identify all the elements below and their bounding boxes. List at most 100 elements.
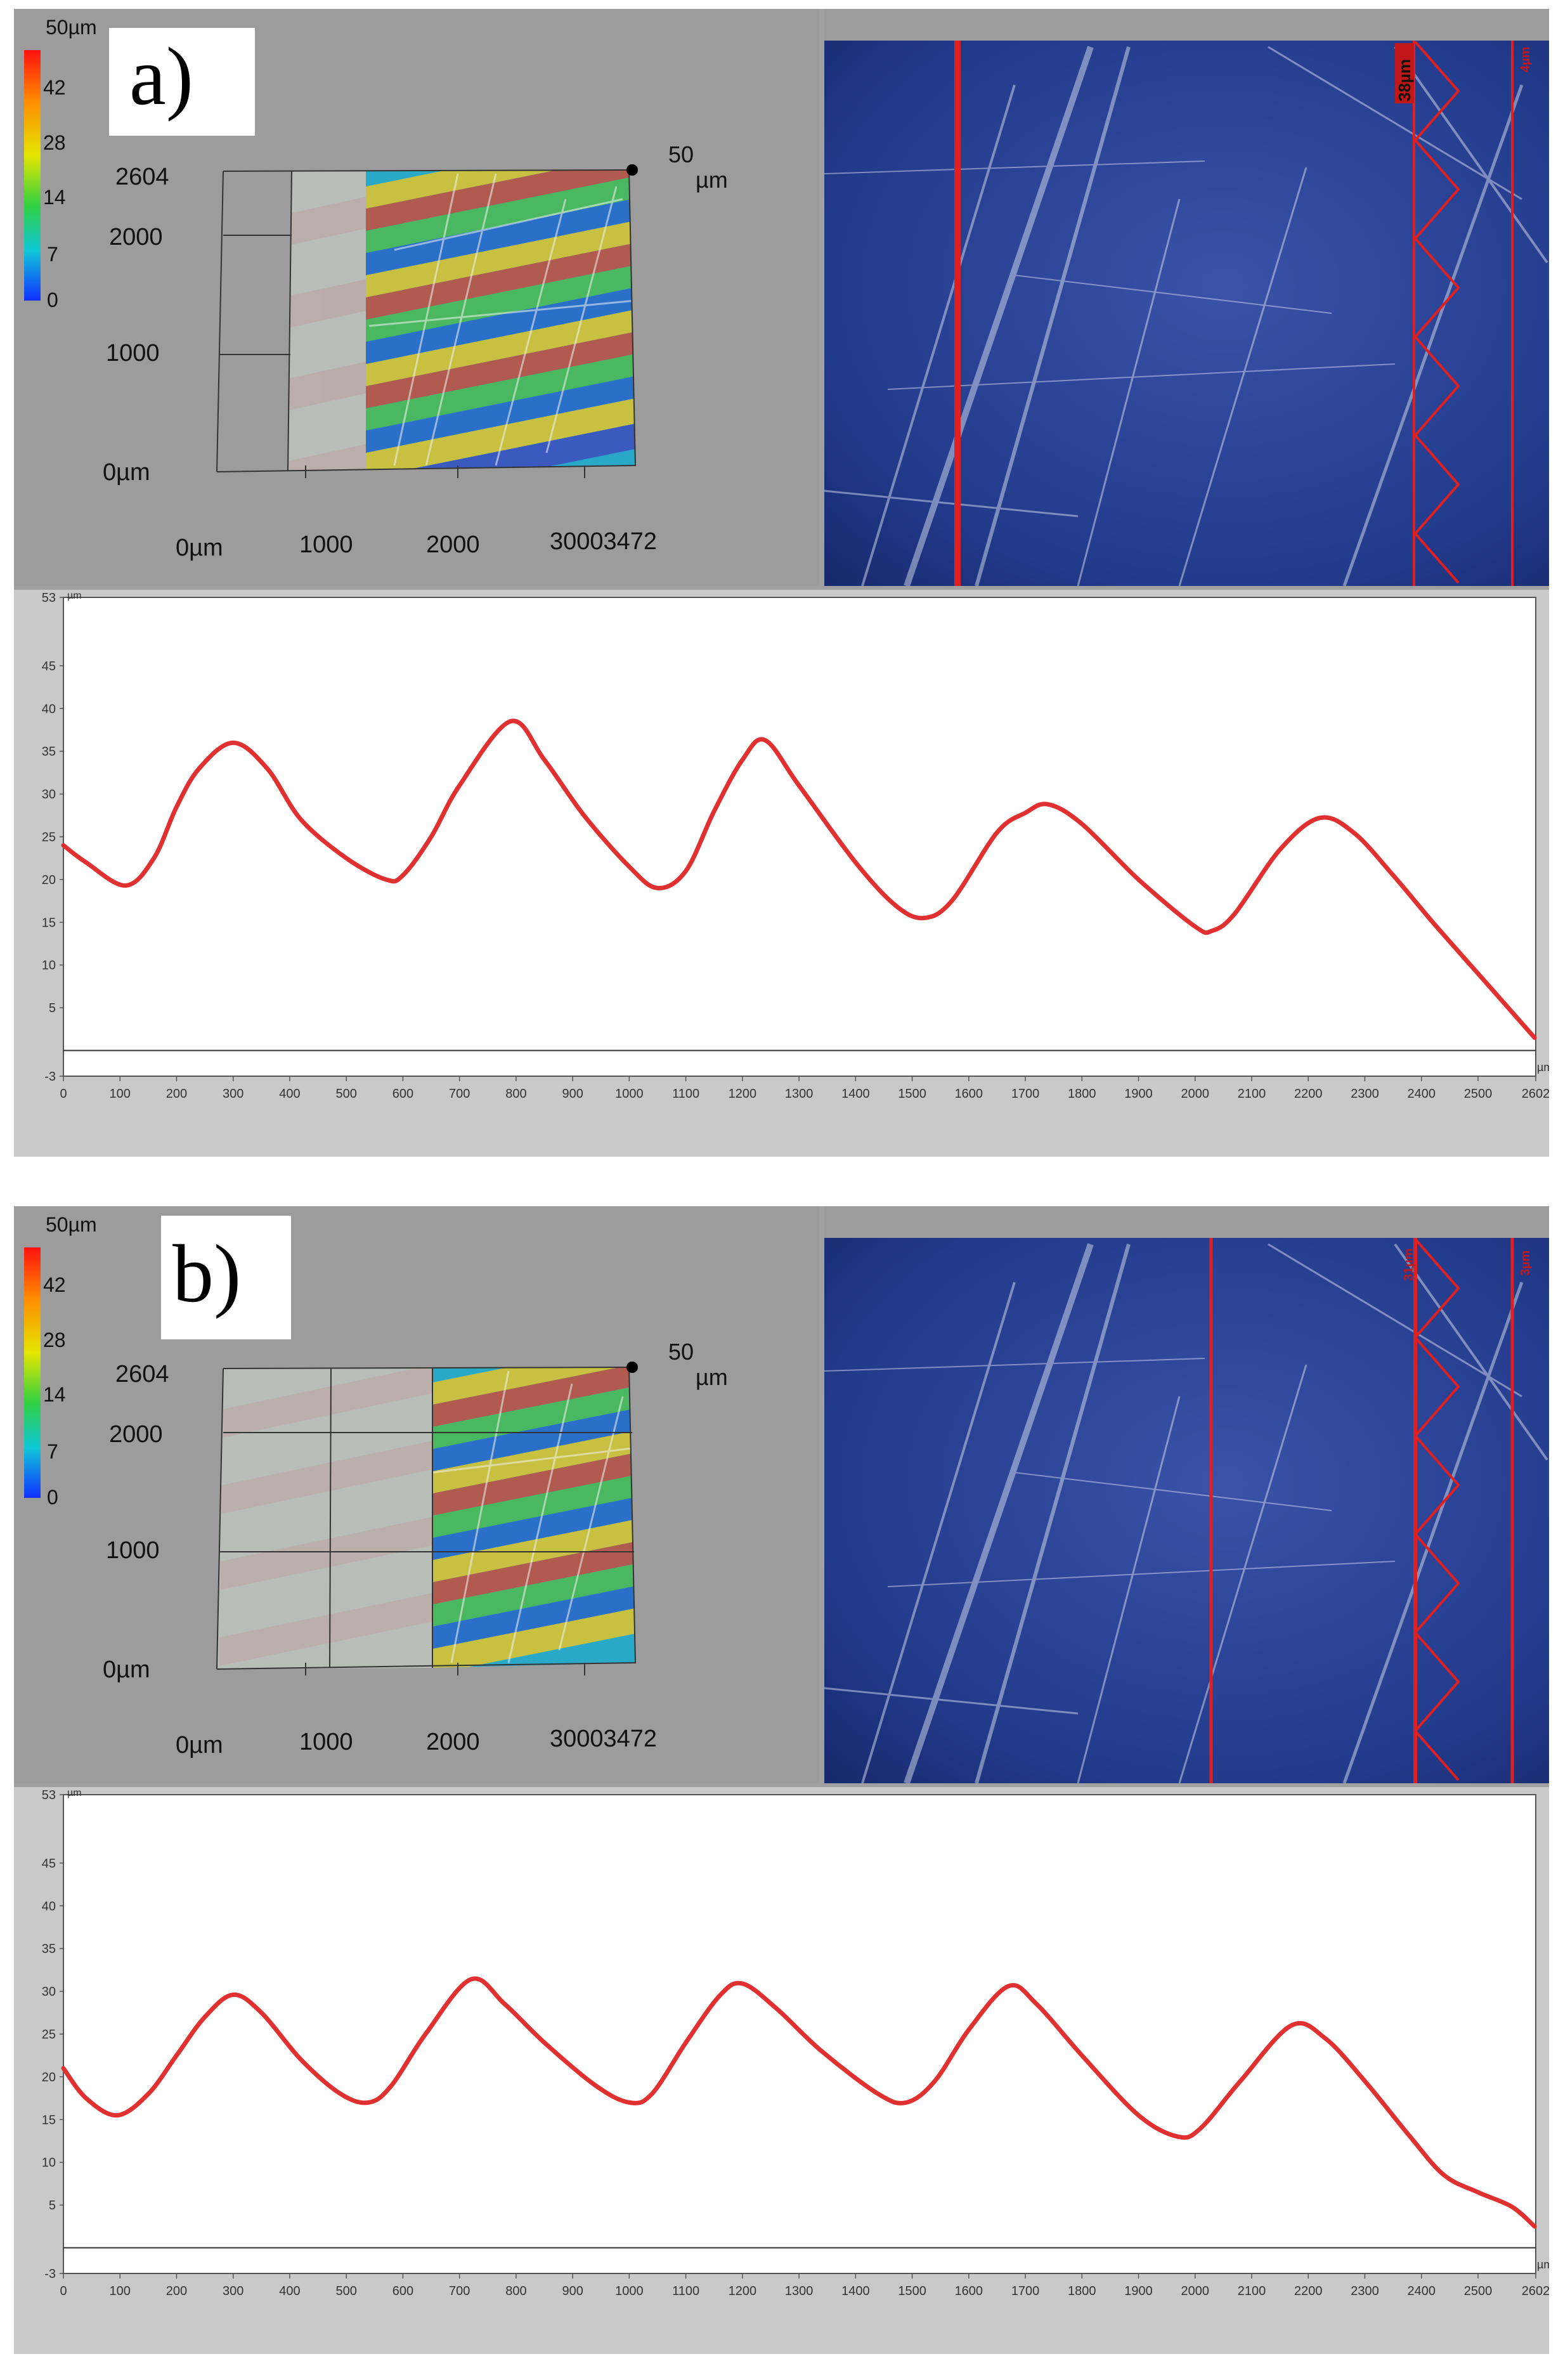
surface-photo	[824, 41, 1549, 586]
x-tick-label: 1200	[729, 1087, 757, 1101]
z-label-unit: µm	[696, 167, 728, 193]
colorbar-tick: 0	[47, 289, 58, 311]
x-tick-label: 800	[505, 1087, 526, 1101]
colorbar-tick: 14	[43, 186, 66, 209]
x-tick-label: 1600	[955, 2284, 983, 2298]
x-tick-label: 600	[392, 2284, 413, 2298]
x-tick-label: 1800	[1068, 2284, 1096, 2298]
x-tick-label: 1500	[898, 2284, 926, 2298]
3d-surface-svg: 50µm 42 28 14 7 0 b)	[24, 1213, 728, 1759]
x-tick-label: 300	[223, 2284, 243, 2298]
photo-tag: 31µm	[1402, 1248, 1416, 1281]
y-tick-label: 15	[42, 2113, 56, 2127]
optical-image: 31µm 3µm	[824, 1206, 1549, 1783]
colorbar-tick: 7	[47, 243, 58, 266]
colorbar	[24, 50, 41, 301]
x-tick-label: 2000	[426, 1729, 480, 1755]
x-tick-label: 2000	[1181, 1087, 1210, 1101]
x-tick-label: 2100	[1238, 1087, 1266, 1101]
profile-line	[61, 1976, 1537, 2229]
panel-label-box	[161, 1216, 291, 1339]
colorbar-max-label: 50µm	[46, 1213, 97, 1236]
plot-area	[63, 1794, 1536, 2274]
x-tick-label: 900	[562, 1087, 583, 1101]
scratch-texture	[824, 1243, 1548, 1783]
y-tick-label: 40	[42, 702, 56, 716]
y-unit-label: µm	[67, 590, 82, 601]
z-label-value: 50	[668, 141, 694, 167]
y-tick-label: 0µm	[103, 459, 150, 486]
x-tick-label: 1100	[672, 2284, 699, 2298]
x-tick-label: 600	[392, 1087, 413, 1101]
x-tick-label: 400	[279, 1087, 300, 1101]
panel-label-box	[109, 28, 255, 136]
z-label-value: 50	[668, 1339, 694, 1365]
panel-label: b)	[172, 1228, 241, 1320]
profile-chart-svg: -3 5 10 15 20 25 30 35 40 45 53 µm 0 100 200 300 400 500 6…	[42, 1788, 1549, 2298]
photo-tag-box	[1395, 43, 1414, 103]
y-tick-label: 25	[42, 831, 56, 845]
surface-photo	[824, 1238, 1549, 1783]
y-tick-label: 0µm	[103, 1656, 150, 1683]
y-tick-label: 2604	[115, 1361, 169, 1388]
z-axis-marker	[626, 164, 638, 176]
x-tick-label: 2500	[1464, 1087, 1493, 1101]
y-tick-label: 25	[42, 2028, 56, 2042]
colorbar-tick: 42	[43, 76, 66, 99]
y-tick-label: 1000	[106, 340, 160, 367]
x-tick-label: 1200	[729, 2284, 757, 2298]
photo-tag: 38µm	[1395, 59, 1414, 101]
profile-chart: -3 5 10 15 20 25 30 35 40 45 53 µm 0 100 200 300 400 500 6…	[14, 1787, 1549, 2354]
x-tick-label: 30003472	[550, 528, 657, 555]
x-tick-label: 0µm	[176, 535, 223, 561]
x-tick-label: 1400	[841, 1087, 870, 1101]
profile-zigzag-overlay	[1413, 1238, 1460, 1781]
y-tick-label: 20	[42, 873, 56, 887]
x-tick-label: 1000	[615, 1087, 644, 1101]
colorbar-tick: 14	[43, 1383, 66, 1406]
optical-image: 38µm 4µm	[824, 9, 1549, 586]
height-map-surface	[288, 170, 635, 471]
x-tick-label: 1700	[1011, 1087, 1040, 1101]
y-tick-label: 2000	[109, 1421, 163, 1448]
y-tick-label: 35	[42, 745, 56, 759]
x-tick-label: 0µm	[176, 1732, 223, 1759]
y-tick-label: 2000	[109, 224, 163, 250]
x-tick-label: 2300	[1351, 2284, 1379, 2298]
x-tick-label: 1700	[1011, 2284, 1040, 2298]
y-tick-label: 30	[42, 1985, 56, 1999]
x-tick-label: 0	[60, 2284, 67, 2298]
x-tick-label: 2400	[1407, 2284, 1436, 2298]
scratch-texture	[824, 46, 1548, 586]
colorbar	[24, 1247, 41, 1498]
x-unit-label: µm	[1537, 2258, 1549, 2271]
y-tick-label: -3	[44, 1070, 56, 1084]
panel-label: a)	[129, 31, 193, 122]
x-tick-label: 0	[60, 1087, 67, 1101]
x-tick-label: 2100	[1238, 2284, 1266, 2298]
x-tick-label: 500	[336, 2284, 357, 2298]
3d-surface-svg: 50µm 42 28 14 7 0 a)	[24, 16, 728, 561]
y-tick-label: 53	[42, 591, 56, 605]
profile-chart: -3 5 10 15 20 25 30 35 40 45 53 µm 0 100 200 300 400 500 6…	[14, 590, 1549, 1157]
x-tick-label: 2200	[1294, 1087, 1323, 1101]
y-tick-label: 10	[42, 2156, 56, 2170]
panel-b: 50µm 42 28 14 7 0 b)	[14, 1206, 1549, 2354]
x-tick-label: 1500	[898, 1087, 926, 1101]
y-tick-label: 15	[42, 916, 56, 930]
x-tick-label: 30003472	[550, 1726, 657, 1752]
y-tick-label: 40	[42, 1899, 56, 1913]
z-label-unit: µm	[696, 1364, 728, 1390]
x-tick-label: 800	[505, 2284, 526, 2298]
y-tick-label: -3	[44, 2267, 56, 2281]
x-tick-label: 900	[562, 2284, 583, 2298]
x-tick-label: 1900	[1124, 1087, 1153, 1101]
y-tick-label: 2604	[115, 164, 169, 190]
optical-image-svg: 31µm 3µm	[824, 1238, 1549, 1783]
z-axis-marker	[626, 1362, 638, 1373]
y-unit-label: µm	[67, 1788, 82, 1798]
colorbar-tick: 42	[43, 1273, 66, 1296]
x-tick-label: 1000	[299, 531, 353, 558]
y-tick-label: 20	[42, 2071, 56, 2084]
x-tick-label: 2602	[1522, 2284, 1549, 2298]
